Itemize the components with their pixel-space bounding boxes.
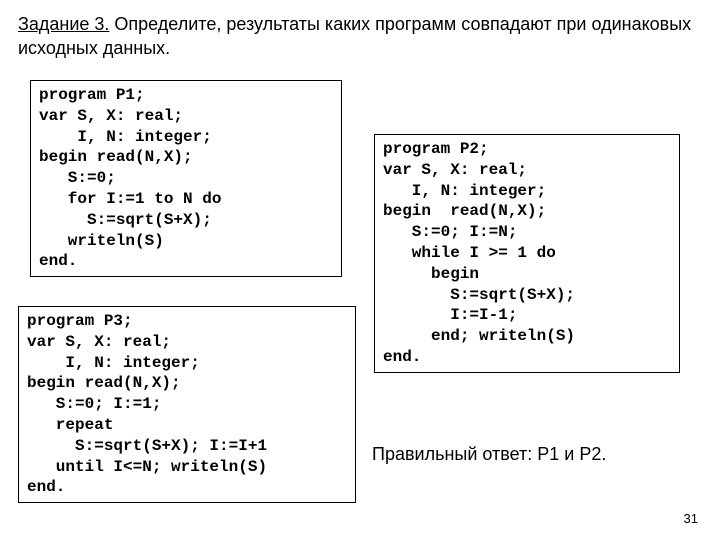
- program-p2-box: program P2; var S, X: real; I, N: intege…: [374, 134, 680, 373]
- task-header: Задание 3. Определите, результаты каких …: [18, 12, 702, 61]
- program-p3-box: program P3; var S, X: real; I, N: intege…: [18, 306, 356, 503]
- page-number: 31: [684, 511, 698, 526]
- program-p1-code: program P1; var S, X: real; I, N: intege…: [39, 86, 221, 270]
- correct-answer: Правильный ответ: P1 и P2.: [372, 444, 606, 465]
- task-text: Определите, результаты каких программ со…: [18, 14, 691, 58]
- program-p1-box: program P1; var S, X: real; I, N: intege…: [30, 80, 342, 277]
- program-p3-code: program P3; var S, X: real; I, N: intege…: [27, 312, 267, 496]
- task-label: Задание 3.: [18, 14, 109, 34]
- program-p2-code: program P2; var S, X: real; I, N: intege…: [383, 140, 575, 366]
